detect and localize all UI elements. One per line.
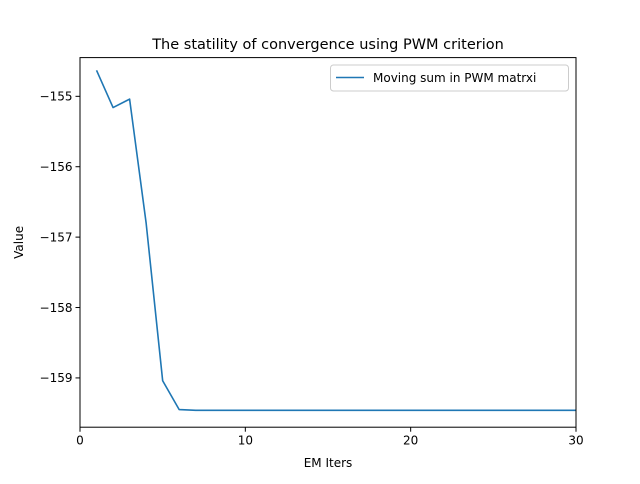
legend-box — [330, 64, 569, 92]
y-axis-label: Value — [12, 226, 26, 259]
legend: Moving sum in PWM matrxi — [330, 64, 569, 92]
plot-frame — [79, 57, 577, 428]
legend-label: Moving sum in PWM matrxi — [373, 71, 536, 85]
x-axis-ticks: 0 10 20 30 — [76, 427, 584, 448]
y-tick-label: −157 — [40, 230, 73, 244]
y-tick-label: −156 — [40, 160, 73, 174]
y-tick-label: −155 — [40, 90, 73, 104]
series-line-0 — [95, 69, 576, 412]
x-tick-label: 10 — [238, 434, 253, 448]
x-tick-label: 20 — [403, 434, 418, 448]
x-tick-label: 30 — [568, 434, 583, 448]
y-tick-label: −158 — [40, 301, 73, 315]
y-axis-ticks: −155 −156 −157 −158 −159 — [40, 90, 80, 385]
series-layer — [95, 69, 576, 412]
x-axis-label: EM Iters — [304, 456, 353, 470]
chart-title: The statility of convergence using PWM c… — [151, 37, 504, 53]
y-tick-label: −159 — [40, 371, 73, 385]
x-tick-label: 0 — [76, 434, 84, 448]
